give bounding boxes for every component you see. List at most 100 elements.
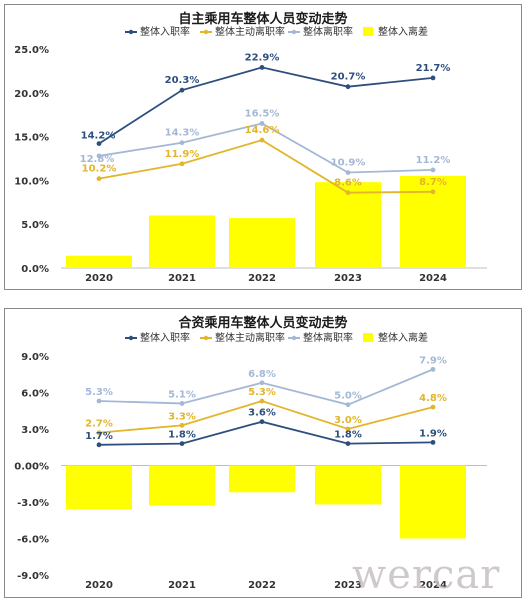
y-tick-label: 10.0% bbox=[14, 176, 49, 187]
point-entry bbox=[430, 439, 436, 445]
point-voluntary bbox=[179, 422, 185, 428]
point-entry bbox=[179, 87, 185, 93]
legend-label-net: 整体入离差 bbox=[378, 331, 428, 344]
y-tick-label: 0.00% bbox=[14, 462, 49, 473]
x-tick-label: 2022 bbox=[248, 580, 276, 591]
y-tick-label: 25.0% bbox=[14, 45, 49, 56]
watermark: wercar bbox=[352, 552, 501, 598]
point-turnover bbox=[345, 170, 351, 175]
chart-title: 合资乘用车整体人员变动走势 bbox=[178, 315, 347, 331]
x-tick-label: 2023 bbox=[334, 580, 362, 591]
y-tick-label: -3.0% bbox=[17, 498, 49, 509]
x-tick-label: 2020 bbox=[85, 580, 113, 591]
data-label-entry: 20.7% bbox=[331, 72, 366, 83]
legend-marker-entry bbox=[128, 335, 134, 341]
data-label-entry: 1.8% bbox=[168, 430, 196, 441]
bar-net bbox=[66, 465, 132, 510]
data-label-turnover: 10.9% bbox=[331, 158, 366, 169]
x-tick-label: 2024 bbox=[419, 273, 447, 284]
y-tick-label: 20.0% bbox=[14, 89, 49, 100]
x-tick-label: 2020 bbox=[85, 273, 113, 284]
data-label-turnover: 14.3% bbox=[165, 128, 200, 139]
legend-swatch-net bbox=[363, 27, 373, 36]
bar-net bbox=[315, 182, 381, 268]
point-turnover bbox=[259, 380, 265, 386]
data-label-turnover: 12.8% bbox=[80, 154, 115, 165]
y-tick-label: 15.0% bbox=[14, 133, 49, 144]
bar-net bbox=[229, 218, 295, 268]
data-label-turnover: 5.3% bbox=[85, 387, 113, 398]
chart-panel-domestic: 自主乘用车整体人员变动走势 整体入职率 整体主动离职率 整体离职率 整体入离差 0.0% 5… bbox=[4, 4, 522, 290]
legend-label-entry: 整体入职率 bbox=[140, 331, 190, 344]
data-label-voluntary: 3.0% bbox=[334, 415, 362, 426]
bar-net bbox=[229, 465, 295, 493]
legend-marker-turnover bbox=[291, 29, 297, 35]
legend-label-turnover: 整体离职率 bbox=[303, 331, 353, 344]
point-voluntary bbox=[259, 398, 265, 404]
legend-marker-entry bbox=[128, 29, 134, 35]
point-voluntary bbox=[430, 189, 436, 195]
chart-panel-joint-venture: 合资乘用车整体人员变动走势 整体入职率 整体主动离职率 整体离职率 整体入离差 -9.0%… bbox=[4, 308, 522, 598]
point-entry bbox=[430, 75, 436, 81]
data-label-voluntary: 8.7% bbox=[419, 177, 447, 188]
data-label-turnover: 11.2% bbox=[416, 155, 451, 166]
point-entry bbox=[259, 419, 265, 425]
legend-label-net: 整体入离差 bbox=[378, 25, 428, 38]
point-entry bbox=[179, 441, 185, 446]
y-tick-label: 9.0% bbox=[21, 352, 49, 363]
point-turnover bbox=[96, 153, 102, 159]
x-tick-label: 2023 bbox=[334, 273, 362, 284]
data-label-voluntary: 11.9% bbox=[165, 149, 200, 160]
data-label-turnover: 6.8% bbox=[248, 369, 276, 380]
point-entry bbox=[96, 141, 102, 147]
x-tick-label: 2021 bbox=[168, 580, 196, 591]
data-label-entry: 21.7% bbox=[416, 63, 451, 74]
bar-net bbox=[315, 465, 381, 505]
y-tick-label: 3.0% bbox=[21, 425, 49, 436]
data-label-entry: 3.6% bbox=[248, 408, 276, 419]
data-label-voluntary: 5.3% bbox=[248, 387, 276, 398]
point-turnover bbox=[345, 402, 351, 408]
data-label-entry: 14.2% bbox=[81, 131, 116, 142]
data-label-entry: 1.8% bbox=[334, 430, 362, 441]
data-label-entry: 1.9% bbox=[419, 428, 447, 439]
y-tick-label: 6.0% bbox=[21, 389, 49, 400]
y-tick-label: -6.0% bbox=[17, 535, 49, 546]
data-label-voluntary: 14.6% bbox=[245, 125, 280, 136]
point-voluntary bbox=[179, 161, 185, 167]
legend-label-voluntary: 整体主动离职率 bbox=[215, 331, 285, 344]
x-tick-label: 2021 bbox=[168, 273, 196, 284]
data-label-voluntary: 3.3% bbox=[168, 411, 196, 422]
point-entry bbox=[345, 441, 351, 446]
bar-net bbox=[149, 215, 215, 268]
y-tick-label: 5.0% bbox=[21, 220, 49, 231]
bar-net bbox=[149, 465, 215, 506]
point-voluntary bbox=[345, 190, 351, 196]
legend-label-turnover: 整体离职率 bbox=[303, 25, 353, 38]
legend-label-voluntary: 整体主动离职率 bbox=[215, 25, 285, 38]
legend-label-entry: 整体入职率 bbox=[140, 25, 190, 38]
point-turnover bbox=[259, 121, 265, 126]
point-entry bbox=[345, 84, 351, 90]
bar-net bbox=[66, 255, 132, 268]
legend-marker-turnover bbox=[291, 335, 297, 341]
data-label-turnover: 5.1% bbox=[168, 389, 196, 400]
y-tick-label: 0.0% bbox=[21, 264, 49, 275]
bar-net bbox=[400, 465, 466, 539]
x-tick-label: 2024 bbox=[419, 580, 447, 591]
data-label-entry: 22.9% bbox=[245, 52, 280, 63]
series-line-entry bbox=[98, 420, 434, 446]
point-turnover bbox=[96, 398, 102, 404]
legend-swatch-net bbox=[363, 333, 373, 342]
y-tick-label: -9.0% bbox=[17, 571, 49, 582]
point-turnover bbox=[179, 401, 185, 406]
point-entry bbox=[259, 64, 265, 70]
data-label-voluntary: 2.7% bbox=[85, 419, 113, 430]
data-label-voluntary: 10.2% bbox=[82, 164, 117, 175]
data-label-turnover: 5.0% bbox=[334, 391, 362, 402]
data-label-voluntary: 4.8% bbox=[419, 393, 447, 404]
point-voluntary bbox=[259, 137, 265, 143]
data-label-entry: 20.3% bbox=[165, 75, 200, 86]
